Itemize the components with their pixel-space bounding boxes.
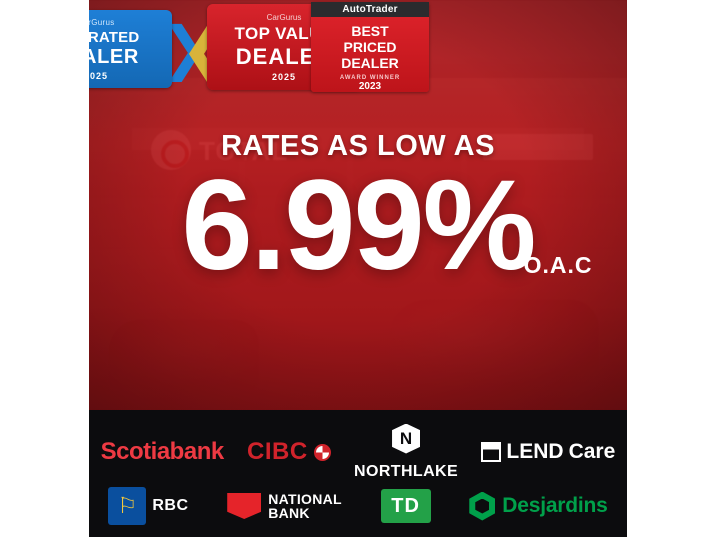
headline-block: RATES AS LOW AS 6.99% O.A.C: [89, 0, 627, 410]
badge-cargurus-top-rated: ❮ ❯ CarGurus TOP RATED DEALER 2025: [89, 8, 209, 92]
badge-line3: DEALER: [341, 55, 399, 71]
badge-line2: DEALER: [89, 45, 139, 68]
rates-eyebrow: RATES AS LOW AS: [221, 130, 495, 162]
lender-scotiabank: Scotiabank: [100, 438, 225, 466]
lender-northlake: N NORTHLAKE: [354, 423, 459, 481]
rate-row: 6.99% O.A.C: [181, 154, 592, 297]
badge-year: 2023: [358, 81, 382, 92]
badge-brand-label: CarGurus: [266, 12, 302, 22]
lender-national-bank: NATIONAL BANK: [227, 490, 342, 521]
lender-lendcare: LEND Care: [481, 440, 615, 464]
badge-brand-label: AutoTrader: [311, 2, 429, 17]
badge-sub-label: AWARD WINNER: [339, 75, 401, 81]
northlake-logo-icon: N: [392, 423, 421, 454]
promo-banner: TOTAL RATES AS LOW AS 6.99% O.A.C ❮ ❯: [89, 0, 627, 537]
rate-disclaimer: O.A.C: [523, 251, 593, 278]
badge-line1: TOP VALUE: [234, 23, 334, 43]
badge-brand-label: CarGurus: [89, 17, 115, 27]
lender-cibc: CIBC: [247, 438, 331, 466]
rbc-wordmark: RBC: [152, 497, 189, 514]
badge-line1: TOP RATED: [89, 28, 140, 46]
rate-value: 6.99%: [181, 154, 537, 297]
rbc-logo-icon: ⚐: [108, 487, 147, 525]
cibc-wordmark: CIBC: [247, 438, 308, 465]
lender-rbc: ⚐ RBC: [108, 487, 188, 525]
badge-line1: BEST: [351, 23, 389, 39]
northlake-wordmark: NORTHLAKE: [354, 462, 459, 480]
cibc-logo-icon: [313, 443, 331, 461]
badge-autotrader-best-priced: AutoTrader BEST PRICED DEALER AWARD WINN…: [311, 2, 431, 94]
national-bank-logo-icon: [227, 493, 262, 519]
national-bank-wordmark-2: BANK: [268, 505, 310, 521]
scotiabank-wordmark: Scotiabank: [100, 438, 225, 465]
lender-row-2: ⚐ RBC NATIONAL BANK TD Desjardins: [89, 482, 627, 530]
badge-year: 2025: [89, 70, 109, 81]
national-bank-wordmark-1: NATIONAL: [268, 490, 342, 507]
badge-line2: PRICED: [343, 39, 397, 55]
lendcare-wordmark-2: Care: [568, 440, 616, 463]
award-badges: ❮ ❯ CarGurus TOP RATED DEALER 2025 ❮ ❯ C…: [89, 0, 627, 100]
lendcare-wordmark-1: LEND: [506, 440, 564, 463]
badge-year: 2025: [271, 71, 297, 82]
lender-desjardins: Desjardins: [469, 491, 608, 521]
lender-logo-band: Scotiabank CIBC N NORTHLAKE LEND Care: [89, 410, 627, 537]
lender-row-1: Scotiabank CIBC N NORTHLAKE LEND Care: [89, 423, 627, 480]
lendcare-logo-icon: [481, 442, 502, 462]
desjardins-logo-icon: [469, 491, 496, 521]
lender-td: TD: [380, 489, 431, 523]
desjardins-wordmark: Desjardins: [502, 494, 608, 517]
td-logo-icon: TD: [380, 489, 431, 523]
